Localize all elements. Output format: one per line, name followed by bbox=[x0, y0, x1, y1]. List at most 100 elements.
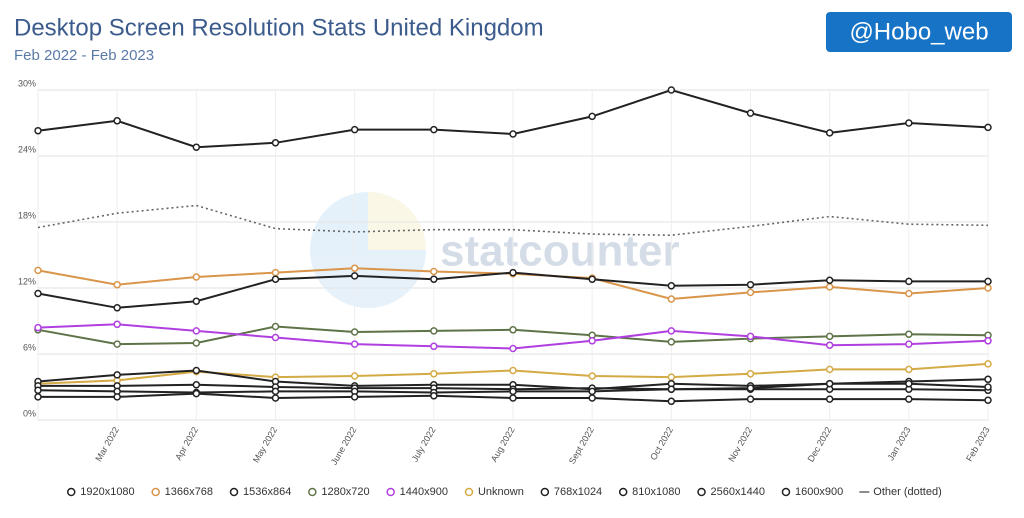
data-point bbox=[667, 295, 676, 303]
data-point bbox=[192, 381, 201, 389]
data-point bbox=[746, 280, 755, 289]
data-point bbox=[984, 375, 992, 384]
data-point bbox=[588, 275, 596, 283]
y-tick-label: 24% bbox=[18, 144, 36, 154]
legend-swatch bbox=[386, 487, 395, 497]
legend-label: 768x1024 bbox=[554, 486, 602, 498]
data-point bbox=[825, 379, 834, 388]
data-point bbox=[192, 366, 201, 375]
legend-label: 810x1080 bbox=[632, 486, 680, 498]
data-point bbox=[825, 332, 834, 341]
legend-swatch bbox=[308, 487, 317, 497]
series-line bbox=[37, 204, 989, 237]
legend-label: 2560x1440 bbox=[711, 486, 765, 498]
data-point bbox=[271, 268, 280, 277]
data-point bbox=[667, 338, 676, 346]
data-point bbox=[825, 129, 834, 137]
watermark-logo bbox=[310, 192, 426, 308]
legend-swatch bbox=[618, 487, 628, 497]
data-point bbox=[905, 379, 913, 388]
legend-label: 1920x1080 bbox=[80, 486, 134, 498]
legend-label: Other (dotted) bbox=[873, 486, 941, 498]
data-point bbox=[905, 119, 913, 127]
chart-title: Desktop Screen Resolution Stats United K… bbox=[14, 14, 544, 41]
data-point bbox=[509, 130, 517, 138]
y-tick-label: 12% bbox=[18, 276, 36, 286]
data-point bbox=[113, 320, 121, 329]
data-point bbox=[509, 268, 517, 277]
legend-label: 1280x720 bbox=[321, 486, 369, 498]
data-point bbox=[192, 339, 201, 347]
data-point bbox=[588, 337, 596, 345]
data-point bbox=[509, 344, 517, 353]
legend-label: 1536x864 bbox=[243, 486, 291, 498]
data-point bbox=[746, 288, 755, 297]
data-point bbox=[192, 389, 201, 398]
data-point bbox=[588, 387, 596, 396]
data-point bbox=[825, 283, 834, 291]
data-point bbox=[350, 328, 359, 336]
data-point bbox=[984, 123, 992, 132]
data-point bbox=[667, 282, 676, 290]
data-point bbox=[430, 327, 438, 335]
data-point bbox=[430, 267, 438, 276]
data-point bbox=[509, 387, 517, 396]
data-point bbox=[588, 372, 596, 380]
data-point bbox=[509, 394, 517, 402]
data-point bbox=[113, 117, 121, 125]
data-point bbox=[984, 396, 992, 404]
data-point bbox=[430, 342, 438, 351]
data-point bbox=[350, 340, 359, 348]
data-point bbox=[34, 126, 42, 135]
data-point bbox=[430, 392, 438, 400]
data-point bbox=[113, 371, 121, 379]
data-point bbox=[746, 109, 755, 117]
data-point bbox=[113, 393, 121, 401]
legend-label: Unknown bbox=[478, 486, 524, 498]
data-point bbox=[905, 330, 913, 338]
data-point bbox=[34, 323, 42, 332]
data-point bbox=[430, 125, 438, 134]
data-point bbox=[509, 326, 517, 334]
data-point bbox=[984, 277, 992, 286]
data-point bbox=[113, 304, 121, 312]
data-point bbox=[430, 275, 438, 283]
data-point bbox=[746, 395, 755, 403]
legend-swatch bbox=[66, 487, 76, 497]
data-point bbox=[667, 327, 676, 335]
data-point bbox=[192, 143, 201, 151]
y-tick-label: 0% bbox=[23, 408, 36, 418]
data-point bbox=[984, 383, 992, 391]
legend-label: 1440x900 bbox=[400, 486, 448, 498]
data-point bbox=[350, 264, 359, 272]
data-point bbox=[825, 341, 834, 349]
data-point bbox=[667, 373, 676, 381]
data-point bbox=[192, 327, 201, 335]
data-point bbox=[192, 297, 201, 305]
data-point bbox=[667, 397, 676, 406]
legend-swatch bbox=[229, 487, 239, 497]
legend: 1920x1080 1366x768 1536x864 1280x720 1440x90… bbox=[66, 486, 942, 498]
y-tick-label: 18% bbox=[18, 210, 36, 220]
data-point bbox=[905, 340, 913, 348]
data-point bbox=[113, 280, 121, 289]
data-point bbox=[588, 394, 596, 402]
data-point bbox=[905, 277, 913, 286]
data-point bbox=[667, 86, 676, 94]
badge: @Hobo_web bbox=[849, 18, 988, 45]
legend-label: 1366x768 bbox=[165, 486, 213, 498]
data-point bbox=[825, 276, 834, 285]
legend-swatch bbox=[781, 487, 791, 497]
legend-swatch bbox=[464, 487, 474, 497]
legend-swatch bbox=[697, 487, 706, 497]
data-point bbox=[746, 384, 755, 392]
data-point bbox=[984, 284, 992, 292]
data-point bbox=[350, 272, 359, 280]
data-point bbox=[350, 372, 359, 380]
data-point bbox=[34, 289, 42, 298]
data-point bbox=[905, 289, 913, 298]
data-point bbox=[509, 366, 517, 375]
data-point bbox=[271, 275, 280, 283]
